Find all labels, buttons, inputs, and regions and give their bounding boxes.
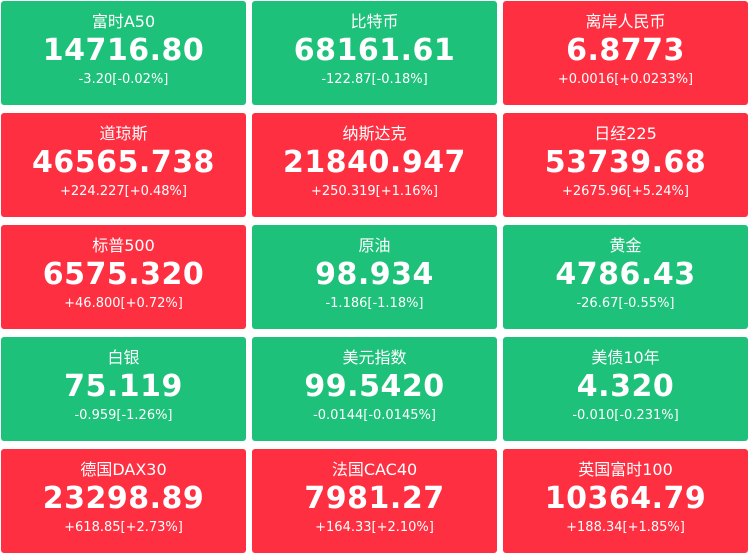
tile-name: 白银 bbox=[107, 348, 140, 367]
tile-name: 美元指数 bbox=[342, 348, 407, 367]
tile-us-10y-treasury[interactable]: 美债10年 4.320 -0.010[-0.231%] bbox=[503, 337, 748, 441]
tile-gold[interactable]: 黄金 4786.43 -26.67[-0.55%] bbox=[503, 225, 748, 329]
tile-name: 德国DAX30 bbox=[80, 460, 167, 479]
tile-price: 4786.43 bbox=[555, 257, 696, 292]
tile-change: -26.67[-0.55%] bbox=[576, 296, 675, 311]
tile-price: 53739.68 bbox=[544, 145, 707, 180]
tile-name: 日经225 bbox=[594, 124, 657, 143]
tile-price: 4.320 bbox=[576, 369, 675, 404]
tile-change: -122.87[-0.18%] bbox=[321, 72, 428, 87]
tile-sp500[interactable]: 标普500 6575.320 +46.800[+0.72%] bbox=[1, 225, 246, 329]
tile-change: +46.800[+0.72%] bbox=[64, 296, 183, 311]
tile-name: 离岸人民币 bbox=[585, 12, 666, 31]
tile-dow-jones[interactable]: 道琼斯 46565.738 +224.227[+0.48%] bbox=[1, 113, 246, 217]
tile-change: -0.0144[-0.0145%] bbox=[313, 408, 436, 423]
tile-price: 75.119 bbox=[64, 369, 183, 404]
tile-name: 道琼斯 bbox=[99, 124, 148, 143]
tile-price: 7981.27 bbox=[304, 481, 445, 516]
tile-change: +618.85[+2.73%] bbox=[64, 520, 183, 535]
tile-cac40[interactable]: 法国CAC40 7981.27 +164.33[+2.10%] bbox=[252, 449, 497, 553]
tile-name: 比特币 bbox=[350, 12, 399, 31]
tile-change: -0.959[-1.26%] bbox=[74, 408, 173, 423]
tile-name: 标普500 bbox=[92, 236, 155, 255]
tile-name: 英国富时100 bbox=[578, 460, 673, 479]
tile-price: 98.934 bbox=[315, 257, 434, 292]
tile-change: -0.010[-0.231%] bbox=[572, 408, 679, 423]
tile-price: 46565.738 bbox=[32, 145, 215, 180]
tile-price: 6575.320 bbox=[42, 257, 205, 292]
tile-change: -1.186[-1.18%] bbox=[325, 296, 424, 311]
tile-nikkei-225[interactable]: 日经225 53739.68 +2675.96[+5.24%] bbox=[503, 113, 748, 217]
tile-ftse100[interactable]: 英国富时100 10364.79 +188.34[+1.85%] bbox=[503, 449, 748, 553]
tile-price: 10364.79 bbox=[544, 481, 707, 516]
tile-ftse-china-a50[interactable]: 富时A50 14716.80 -3.20[-0.02%] bbox=[1, 1, 246, 105]
tile-name: 美债10年 bbox=[591, 348, 660, 367]
tile-change: +2675.96[+5.24%] bbox=[562, 184, 689, 199]
tile-name: 原油 bbox=[358, 236, 391, 255]
tile-change: +0.0016[+0.0233%] bbox=[557, 72, 694, 87]
tile-price: 21840.947 bbox=[283, 145, 466, 180]
tile-price: 6.8773 bbox=[566, 33, 685, 68]
tile-dollar-index[interactable]: 美元指数 99.5420 -0.0144[-0.0145%] bbox=[252, 337, 497, 441]
tile-nasdaq[interactable]: 纳斯达克 21840.947 +250.319[+1.16%] bbox=[252, 113, 497, 217]
tile-silver[interactable]: 白银 75.119 -0.959[-1.26%] bbox=[1, 337, 246, 441]
tile-name: 法国CAC40 bbox=[331, 460, 418, 479]
tile-price: 14716.80 bbox=[42, 33, 205, 68]
tile-crude-oil[interactable]: 原油 98.934 -1.186[-1.18%] bbox=[252, 225, 497, 329]
tile-change: -3.20[-0.02%] bbox=[78, 72, 169, 87]
tile-offshore-rmb[interactable]: 离岸人民币 6.8773 +0.0016[+0.0233%] bbox=[503, 1, 748, 105]
tile-price: 23298.89 bbox=[42, 481, 205, 516]
tile-price: 68161.61 bbox=[293, 33, 456, 68]
tile-change: +164.33[+2.10%] bbox=[315, 520, 434, 535]
tile-name: 黄金 bbox=[609, 236, 642, 255]
tile-change: +250.319[+1.16%] bbox=[311, 184, 438, 199]
tile-change: +224.227[+0.48%] bbox=[60, 184, 187, 199]
tile-name: 富时A50 bbox=[91, 12, 156, 31]
tile-dax30[interactable]: 德国DAX30 23298.89 +618.85[+2.73%] bbox=[1, 449, 246, 553]
tile-bitcoin[interactable]: 比特币 68161.61 -122.87[-0.18%] bbox=[252, 1, 497, 105]
tile-price: 99.5420 bbox=[304, 369, 445, 404]
tile-change: +188.34[+1.85%] bbox=[566, 520, 685, 535]
tile-name: 纳斯达克 bbox=[342, 124, 407, 143]
